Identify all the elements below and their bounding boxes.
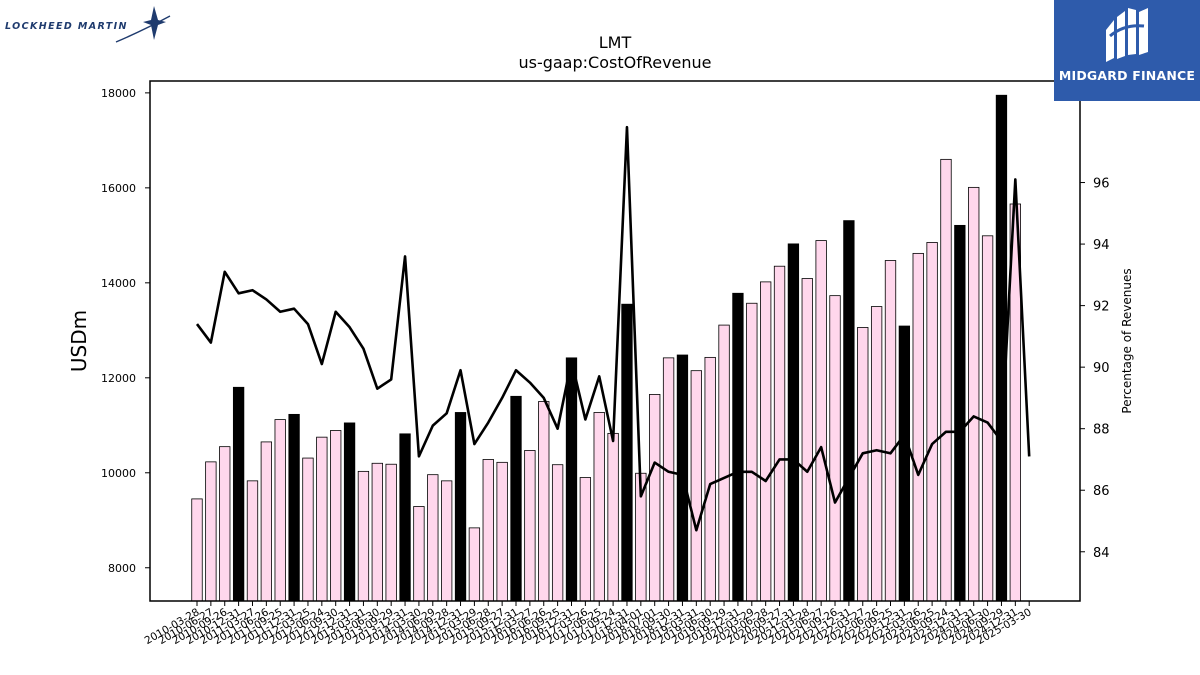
chart-title: LMT: [599, 33, 632, 52]
quarter-bar: [649, 394, 661, 602]
chart-subtitle: us-gaap:CostOfRevenue: [518, 53, 711, 72]
quarter-bar: [219, 446, 231, 602]
midgard-m-icon: [1106, 8, 1148, 62]
quarter-bar: [981, 235, 994, 602]
y2-tick-label: 92: [1093, 300, 1110, 315]
line-series: [195, 125, 1031, 532]
y2-tick-label: 86: [1093, 484, 1110, 499]
quarter-bar: [496, 461, 508, 602]
annual-bar: [399, 433, 411, 602]
quarter-bar: [690, 370, 702, 602]
quarter-bar: [191, 498, 203, 602]
annual-bar: [732, 292, 744, 602]
quarter-bar: [912, 252, 924, 602]
quarter-bar: [330, 430, 342, 602]
midgard-finance-wordmark: MIDGARD FINANCE: [1058, 68, 1196, 83]
y2-tick-label: 94: [1093, 238, 1110, 253]
quarter-bar: [205, 461, 217, 602]
quarter-bar: [302, 457, 314, 602]
y-tick-label: 16000: [101, 182, 136, 195]
quarter-bar: [746, 302, 758, 602]
percentage-line: [195, 125, 1031, 532]
quarter-bar: [579, 477, 592, 602]
annual-bar: [787, 243, 800, 602]
annual-bar: [232, 386, 245, 602]
quarter-bar: [607, 432, 619, 602]
quarter-bar: [551, 464, 564, 602]
quarter-bar: [870, 306, 883, 602]
quarter-bar: [704, 356, 716, 602]
annual-bar: [454, 412, 467, 602]
annual-bar: [288, 413, 300, 602]
quarter-bar: [968, 186, 980, 602]
annual-bar: [343, 422, 356, 602]
quarter-bar: [524, 450, 536, 602]
quarter-bar: [385, 463, 397, 602]
quarter-bar: [274, 419, 286, 602]
quarter-bar: [801, 278, 813, 602]
annual-bar: [843, 220, 855, 602]
quarter-bar: [857, 327, 869, 602]
quarter-bar: [773, 265, 786, 602]
y-tick-label: 10000: [101, 467, 136, 480]
midgard-finance-logo: MIDGARD FINANCE: [1054, 0, 1200, 101]
y-axis-left: 8000 10000 12000 14000 16000 18000: [101, 87, 150, 575]
y-axis-right: 84 86 88 90 92 94 96: [1080, 177, 1110, 561]
quarter-bar: [260, 441, 273, 602]
y-tick-label: 18000: [101, 87, 136, 100]
y2-tick-label: 84: [1093, 546, 1110, 561]
quarter-bar: [760, 281, 772, 602]
quarter-bar: [316, 436, 328, 602]
quarter-bar: [662, 357, 675, 602]
quarter-bar: [413, 506, 425, 602]
quarter-bar: [357, 470, 370, 602]
y-tick-label: 12000: [101, 372, 136, 385]
lockheed-martin-logo: LOCKHEED MARTIN: [4, 4, 174, 46]
annual-bar: [898, 325, 911, 602]
y-tick-label: 8000: [108, 562, 136, 575]
quarter-bar: [482, 459, 494, 602]
star-swoosh-icon: [115, 6, 171, 43]
quarter-bar: [926, 242, 938, 602]
bar-series: [191, 94, 1021, 602]
annual-bar: [954, 224, 966, 602]
y2-tick-label: 90: [1093, 361, 1110, 376]
y2-tick-label: 96: [1093, 177, 1110, 192]
y2-tick-label: 88: [1093, 423, 1110, 438]
quarter-bar: [940, 158, 952, 602]
annual-bar: [621, 303, 633, 602]
quarter-bar: [441, 480, 453, 602]
quarter-bar: [829, 295, 841, 602]
y-axis-label: USDm: [67, 310, 91, 372]
quarter-bar: [815, 240, 827, 602]
annual-bar: [565, 357, 578, 602]
quarter-bar: [593, 412, 605, 602]
lockheed-martin-wordmark: LOCKHEED MARTIN: [5, 21, 128, 32]
quarter-bar: [427, 474, 439, 602]
quarter-bar: [246, 480, 259, 602]
annual-bar: [510, 395, 522, 602]
plot-frame: [149, 80, 1081, 602]
y2-axis-label: Percentage of Revenues: [1120, 268, 1134, 413]
quarter-bar: [371, 462, 383, 602]
quarter-bar: [718, 324, 730, 602]
quarter-bar: [538, 401, 550, 602]
x-axis: 2010-03-282010-06-272010-09-262010-12-31…: [143, 601, 1034, 647]
y-tick-label: 14000: [101, 277, 136, 290]
quarter-bar: [884, 260, 897, 602]
quarter-bar: [468, 527, 481, 602]
